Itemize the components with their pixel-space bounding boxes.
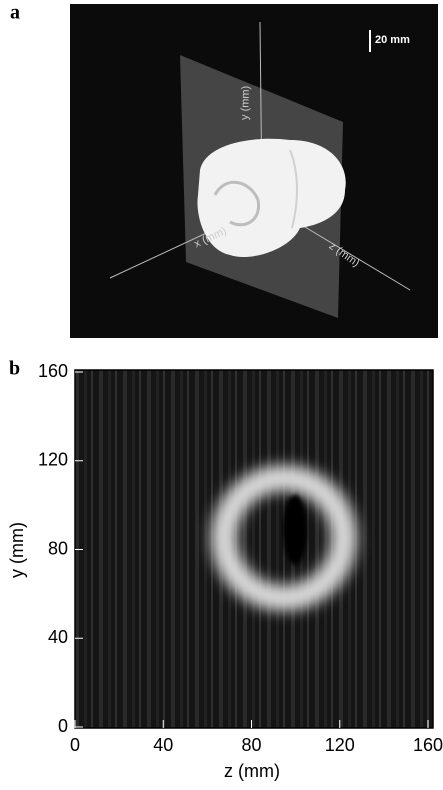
x-tick-label: 160 (413, 735, 443, 755)
y-tick-label: 80 (48, 538, 68, 558)
x-axis-label: z (mm) (224, 761, 280, 781)
x-tick-label: 0 (70, 735, 80, 755)
scale-bar-label: 20 mm (375, 34, 410, 46)
surface-shading (289, 149, 298, 229)
x-tick-label: 40 (153, 735, 173, 755)
z-axis-3d (289, 217, 411, 291)
ring-core (283, 495, 307, 565)
panel-label: a (10, 2, 20, 24)
tumor-surface (197, 138, 346, 257)
y-axis-label: y (mm) (7, 522, 27, 578)
panel-label: b (9, 358, 20, 380)
axis-label-y: y (mm) (239, 86, 252, 121)
ring-signal (211, 465, 357, 611)
y-tick-label: 40 (48, 627, 68, 647)
x-tick-label: 120 (325, 735, 355, 755)
y-tick-label: 0 (58, 716, 68, 736)
surface-shading (213, 180, 261, 227)
y-tick-label: 160 (38, 361, 68, 381)
image-background (75, 370, 433, 728)
y-tick-label: 120 (38, 450, 68, 470)
x-tick-label: 80 (241, 735, 261, 755)
image-plot (74, 369, 434, 729)
